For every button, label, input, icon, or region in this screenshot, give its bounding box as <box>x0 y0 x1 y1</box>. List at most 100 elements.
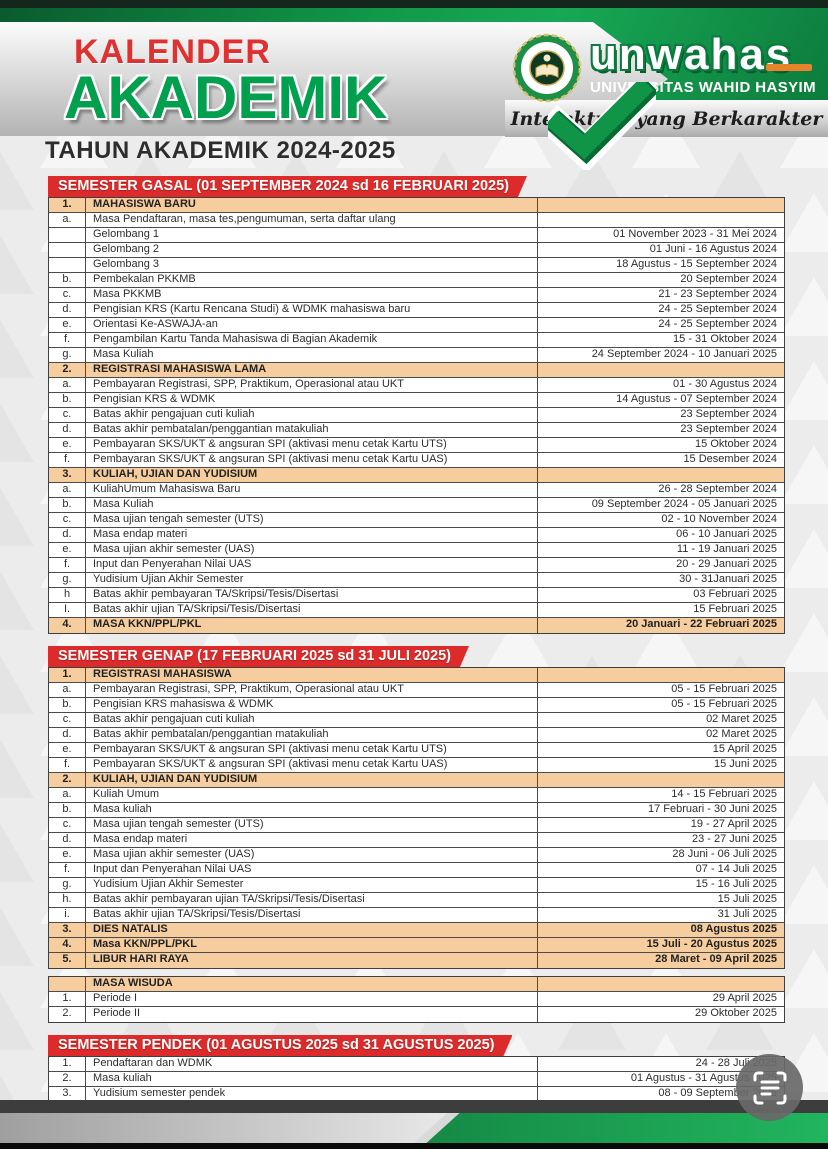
row-label-cell: Pembayaran SKS/UKT & angsuran SPI (aktiv… <box>86 758 538 772</box>
row-date-cell: 08 Agustus 2025 <box>690 923 777 935</box>
row-label-cell: Masa ujian tengah semester (UTS) <box>86 818 538 832</box>
row-number-cell: d. <box>49 303 86 317</box>
row-label-cell: Masa ujian akhir semester (UAS) <box>86 543 538 557</box>
table-row: Gelombang 1 01 November 2023 - 31 Mei 202… <box>49 228 784 243</box>
row-number-cell: d. <box>49 423 86 437</box>
row-date-cell: 01 Juni - 16 Agustus 2024 <box>649 243 777 255</box>
row-date-cell: 15 Februari 2025 <box>693 603 777 615</box>
table-row: a. Pembayaran Registrasi, SPP, Praktikum,… <box>49 378 784 393</box>
table-row: g. Masa Kuliah 24 September 2024 - 10 Janu… <box>49 348 784 363</box>
row-number-cell: 2. <box>49 773 86 787</box>
footer-black-strip <box>0 1143 828 1149</box>
row-number-cell <box>49 258 86 272</box>
unwahas-wordmark: unwahas <box>590 30 793 79</box>
row-date-cell <box>538 668 784 682</box>
row-number-cell: 3. <box>49 923 86 937</box>
calendar-table: 1. REGISTRASI MAHASISWA a. Pembayaran Regis… <box>48 667 785 969</box>
row-date-cell: 24 - 25 September 2024 <box>658 303 777 315</box>
scan-button[interactable] <box>736 1054 803 1121</box>
wordmark-orange-accent <box>766 64 812 71</box>
table-row: e. Masa ujian akhir semester (UAS) 28 Juni… <box>49 848 784 863</box>
table-row: c. Batas akhir pengajuan cuti kuliah 23 Se… <box>49 408 784 423</box>
row-label-cell: Pengisian KRS & WDMK <box>86 393 538 407</box>
row-number-cell: d. <box>49 528 86 542</box>
table-row: e. Masa ujian akhir semester (UAS) 11 - 19… <box>49 543 784 558</box>
row-date-cell: 02 - 10 November 2024 <box>661 513 777 525</box>
row-number-cell: 1. <box>49 198 86 212</box>
row-date-cell: 19 - 27 April 2025 <box>690 818 777 830</box>
row-label-cell: Pembayaran Registrasi, SPP, Praktikum, O… <box>86 683 538 697</box>
row-label-cell: Gelombang 3 <box>86 258 538 272</box>
table-row: h. Batas akhir pembayaran ujian TA/Skrips… <box>49 893 784 908</box>
row-label-cell: Masa Kuliah <box>86 348 538 362</box>
table-row: a. Masa Pendaftaran, masa tes,pengumuman,… <box>49 213 784 228</box>
row-number-cell: h <box>49 588 86 602</box>
row-label-cell: Batas akhir pengajuan cuti kuliah <box>86 713 538 727</box>
table-row: 1. MAHASISWA BARU <box>49 198 784 213</box>
page-title-line2: AKADEMIK <box>64 64 388 131</box>
row-date-cell: 05 - 15 Februari 2025 <box>671 698 777 710</box>
table-row: e. Orientasi Ke-ASWAJA-an 24 - 25 Septembe… <box>49 318 784 333</box>
row-label-cell: Orientasi Ke-ASWAJA-an <box>86 318 538 332</box>
table-row: d. Masa endap materi 23 - 27 Juni 2025 <box>49 833 784 848</box>
table-row: 2. Periode II 29 Oktober 2025 <box>49 1007 784 1022</box>
row-date-cell: 28 Juni - 06 Juli 2025 <box>672 848 777 860</box>
row-date-cell: 02 Maret 2025 <box>706 728 777 740</box>
row-date-cell: 14 - 15 Februari 2025 <box>671 788 777 800</box>
row-label-cell: Yudisium Ujian Akhir Semester <box>86 573 538 587</box>
row-number-cell: I. <box>49 603 86 617</box>
university-tagline: Intelektual yang Berkarakter <box>510 107 823 130</box>
row-number-cell: 5. <box>49 953 86 968</box>
row-date-cell: 23 September 2024 <box>680 408 777 420</box>
row-label-cell: Batas akhir pembayaran ujian TA/Skripsi/… <box>86 893 538 907</box>
row-date-cell: 24 September 2024 - 10 Januari 2025 <box>591 348 777 360</box>
table-row: d. Batas akhir pembatalan/penggantian mat… <box>49 728 784 743</box>
row-date-cell: 26 - 28 September 2024 <box>658 483 777 495</box>
calendar-table: 1. Pendaftaran dan WDMK 24 - 28 Juli 2025 2… <box>48 1056 785 1103</box>
row-number-cell: f. <box>49 863 86 877</box>
checkmark-icon <box>536 68 668 175</box>
section-banner: SEMESTER PENDEK (01 AGUSTUS 2025 sd 31 A… <box>48 1035 512 1056</box>
row-date-cell: 15 - 31 Oktober 2024 <box>673 333 777 345</box>
table-row: MASA WISUDA <box>49 977 784 992</box>
row-label-cell: LIBUR HARI RAYA <box>86 953 538 968</box>
row-label-cell: Yudisium Ujian Akhir Semester <box>86 878 538 892</box>
row-date-cell: 18 Agustus - 15 September 2024 <box>616 258 777 270</box>
row-label-cell: MASA WISUDA <box>86 977 538 991</box>
page-title-line1: KALENDER <box>74 33 271 71</box>
table-row: d. Pengisian KRS (Kartu Rencana Studi) & … <box>49 303 784 318</box>
row-number-cell: g. <box>49 348 86 362</box>
row-date-cell: 20 - 29 Januari 2025 <box>676 558 777 570</box>
row-number-cell: a. <box>49 683 86 697</box>
row-number-cell: 3. <box>49 468 86 482</box>
table-row: e. Pembayaran SKS/UKT & angsuran SPI (akt… <box>49 438 784 453</box>
row-label-cell: Masa PKKMB <box>86 288 538 302</box>
table-row: b. Masa Kuliah 09 September 2024 - 05 Janu… <box>49 498 784 513</box>
row-number-cell: a. <box>49 378 86 392</box>
table-row: g. Yudisium Ujian Akhir Semester 30 - 31Ja… <box>49 573 784 588</box>
table-row: a. KuliahUmum Mahasiswa Baru 26 - 28 Septe… <box>49 483 784 498</box>
row-label-cell: Periode II <box>86 1007 538 1022</box>
row-date-cell: 15 Desember 2024 <box>683 453 777 465</box>
table-row: b. Pembekalan PKKMB 20 September 2024 <box>49 273 784 288</box>
table-row: h Batas akhir pembayaran TA/Skripsi/Tesis… <box>49 588 784 603</box>
row-label-cell: KULIAH, UJIAN DAN YUDISIUM <box>86 468 538 482</box>
table-row: a. Kuliah Umum 14 - 15 Februari 2025 <box>49 788 784 803</box>
table-row: Gelombang 3 18 Agustus - 15 September 202… <box>49 258 784 273</box>
row-label-cell: Pengambilan Kartu Tanda Mahasiswa di Bag… <box>86 333 538 347</box>
row-date-cell: 20 Januari - 22 Februari 2025 <box>625 618 777 630</box>
table-row: I. Batas akhir ujian TA/Skripsi/Tesis/Dis… <box>49 603 784 618</box>
row-number-cell: c. <box>49 818 86 832</box>
row-label-cell: Masa Kuliah <box>86 498 538 512</box>
row-date-cell: 06 - 10 Januari 2025 <box>676 528 777 540</box>
row-date-cell: 23 September 2024 <box>680 423 777 435</box>
row-number-cell <box>49 977 86 991</box>
row-label-cell: Pembayaran SKS/UKT & angsuran SPI (aktiv… <box>86 743 538 757</box>
row-label-cell: Batas akhir pembatalan/penggantian matak… <box>86 728 538 742</box>
row-date-cell: 28 Maret - 09 April 2025 <box>655 953 777 965</box>
calendar-table: 1. MAHASISWA BARU a. Masa Pendaftaran, masa… <box>48 197 785 634</box>
table-row: d. Masa endap materi 06 - 10 Januari 2025 <box>49 528 784 543</box>
document-scan-icon <box>753 1071 786 1104</box>
table-row: b. Masa kuliah 17 Februari - 30 Juni 2025 <box>49 803 784 818</box>
table-row: 1. Periode I 29 April 2025 <box>49 992 784 1007</box>
